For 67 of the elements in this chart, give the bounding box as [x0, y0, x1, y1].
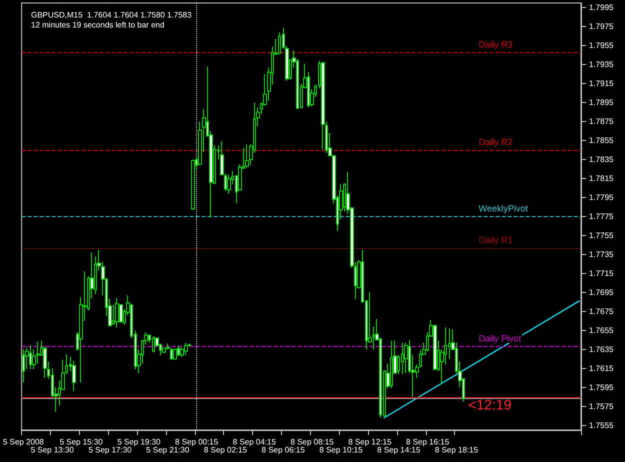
- candlestick: [433, 324, 437, 371]
- candlestick: [162, 346, 166, 354]
- candlestick: [115, 298, 119, 328]
- y-tick-label: 1.7835: [589, 155, 614, 164]
- text: 12 minutes 19 seconds left to bar end: [31, 20, 164, 30]
- candlestick: [245, 144, 249, 169]
- candlestick: [401, 342, 404, 375]
- y-tick-label: 1.7615: [589, 364, 614, 373]
- candlestick: [191, 159, 195, 210]
- y-tick-label: 1.7975: [589, 22, 614, 32]
- x-tick-label: 5 Sep 19:30: [117, 438, 162, 446]
- x-tick-label: 5 Sep 17:30: [88, 446, 132, 454]
- candlestick: [173, 348, 177, 360]
- candlestick: [227, 174, 231, 194]
- candlestick: [278, 32, 281, 55]
- x-tick-label: 5 Sep 15:30: [60, 438, 104, 446]
- ref-line-label: Daily R3: [478, 39, 513, 50]
- annotation: <12:19: [468, 396, 512, 413]
- y-tick-label: 1.7895: [589, 98, 614, 108]
- candlestick: [152, 336, 155, 353]
- y-tick-label: 1.7875: [589, 117, 614, 126]
- candlestick: [72, 360, 76, 392]
- y-tick-label: 1.7915: [589, 79, 614, 88]
- text: GBPUSD,M15 1.7604 1.7604 1.7580 1.7583: [31, 10, 192, 20]
- candlestick: [390, 340, 393, 389]
- y-tick-label: 1.7575: [589, 402, 614, 411]
- x-tick-label: 5 Sep 13:30: [30, 446, 74, 454]
- x-tick-label: 8 Sep 08:15: [290, 438, 334, 446]
- candlestick: [170, 348, 173, 360]
- x-tick-label: 8 Sep 16:15: [406, 438, 450, 446]
- y-tick-label: 1.7675: [589, 306, 614, 316]
- y-tick-label: 1.7815: [589, 174, 614, 184]
- y-tick-label: 1.7595: [589, 382, 614, 392]
- y-tick-label: 1.7755: [589, 230, 614, 240]
- x-tick-label: 8 Sep 14:15: [377, 446, 421, 454]
- x-tick-label: 8 Sep 12:15: [348, 438, 392, 446]
- y-tick-label: 1.7795: [589, 193, 614, 202]
- x-tick-label: 8 Sep 10:15: [319, 446, 364, 454]
- ref-line-label: Daily R1: [478, 234, 513, 245]
- x-tick-label: 8 Sep 02:15: [204, 446, 248, 454]
- candlestick: [184, 342, 188, 356]
- y-tick-label: 1.7695: [589, 288, 614, 297]
- y-tick-label: 1.7935: [589, 60, 614, 70]
- x-tick-label: 8 Sep 06:15: [262, 446, 306, 454]
- y-tick-label: 1.7995: [589, 3, 614, 12]
- y-tick-label: 1.7955: [589, 41, 614, 50]
- x-tick-label: 8 Sep 00:15: [175, 438, 219, 446]
- y-tick-label: 1.7775: [589, 212, 614, 221]
- x-tick-label: 5 Sep 2008: [2, 438, 44, 446]
- ref-line-label: Daily Pivot: [478, 334, 522, 344]
- candlestick: [22, 348, 25, 384]
- y-tick-label: 1.7715: [589, 268, 614, 278]
- y-tick-label: 1.7855: [589, 136, 614, 146]
- ref-line-label: Daily R2: [478, 137, 513, 148]
- x-tick-label: 5 Sep 21:30: [146, 446, 190, 454]
- candlestick: [404, 342, 408, 374]
- candlestick: [321, 62, 325, 150]
- y-tick-label: 1.7555: [589, 420, 614, 430]
- candlestick: [29, 345, 32, 370]
- x-tick-label: 8 Sep 18:15: [434, 446, 479, 454]
- y-tick-label: 1.7735: [589, 250, 614, 259]
- ref-line-label: WeeklyPivot: [478, 204, 528, 214]
- candlestick: [177, 345, 180, 356]
- y-tick-label: 1.7655: [589, 326, 614, 335]
- y-tick-label: 1.7635: [589, 344, 614, 354]
- candlestick: [180, 346, 184, 358]
- x-tick-label: 8 Sep 04:15: [232, 438, 277, 446]
